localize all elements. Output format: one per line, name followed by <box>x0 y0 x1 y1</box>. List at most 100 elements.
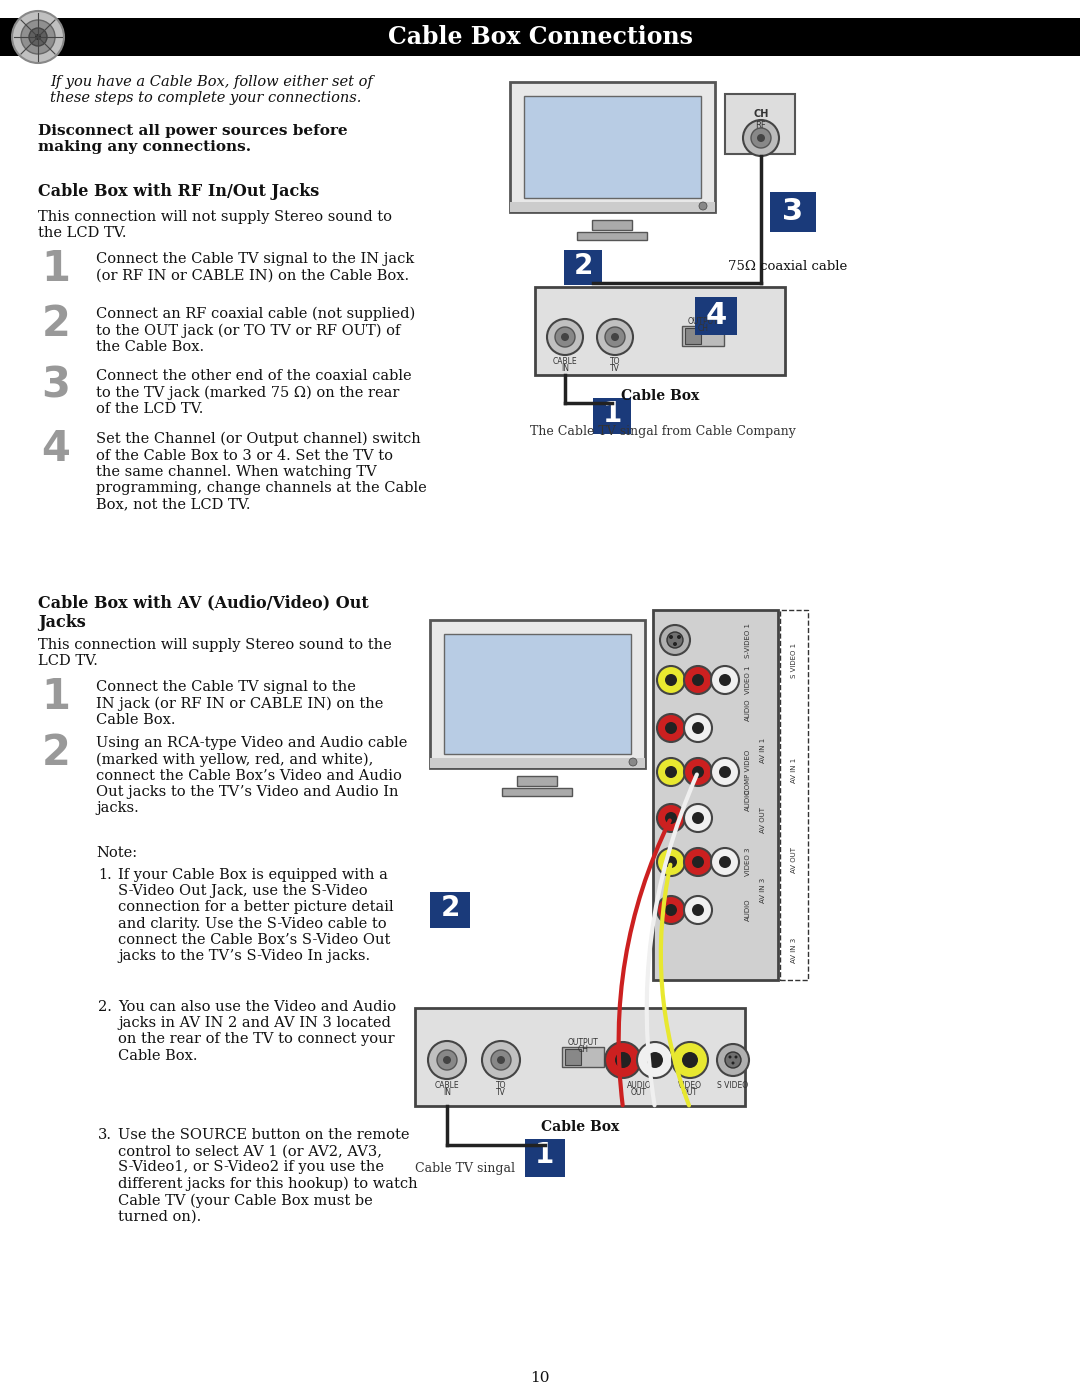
Text: This connection will supply Stereo sound to the
LCD TV.: This connection will supply Stereo sound… <box>38 638 392 668</box>
Text: AUDIO: AUDIO <box>745 789 751 812</box>
Circle shape <box>684 895 712 923</box>
Text: AUDIO: AUDIO <box>745 698 751 721</box>
Text: S VIDEO 1: S VIDEO 1 <box>791 643 797 678</box>
Text: 10: 10 <box>530 1370 550 1384</box>
Circle shape <box>725 1052 741 1067</box>
Text: 2: 2 <box>573 251 593 279</box>
Text: AV IN 3: AV IN 3 <box>791 937 797 963</box>
Text: 4: 4 <box>705 300 727 330</box>
Text: 3.: 3. <box>98 1127 112 1141</box>
Text: Connect the other end of the coaxial cable
to the TV jack (marked 75 Ω) on the r: Connect the other end of the coaxial cab… <box>96 369 411 416</box>
Bar <box>517 775 557 787</box>
Circle shape <box>719 673 731 686</box>
Circle shape <box>699 203 707 210</box>
Text: Set the Channel (or Output channel) switch
of the Cable Box to 3 or 4. Set the T: Set the Channel (or Output channel) swit… <box>96 432 427 511</box>
Circle shape <box>673 643 677 645</box>
Text: Note:: Note: <box>96 847 137 861</box>
FancyBboxPatch shape <box>725 94 795 154</box>
Text: AV OUT: AV OUT <box>791 847 797 873</box>
Circle shape <box>692 812 704 824</box>
Text: CABLE: CABLE <box>553 358 578 366</box>
Circle shape <box>757 134 765 142</box>
Text: OUT: OUT <box>681 1088 698 1097</box>
Circle shape <box>684 805 712 833</box>
Circle shape <box>657 714 685 742</box>
Text: Cable Box: Cable Box <box>541 1120 619 1134</box>
Text: TO: TO <box>496 1081 507 1090</box>
Text: Connect the Cable TV signal to the
IN jack (or RF IN or CABLE IN) on the
Cable B: Connect the Cable TV signal to the IN ja… <box>96 680 383 726</box>
Circle shape <box>734 1056 738 1059</box>
Text: Cable Box: Cable Box <box>621 388 699 402</box>
Circle shape <box>692 673 704 686</box>
Circle shape <box>35 34 41 41</box>
Text: 1.: 1. <box>98 868 111 882</box>
Text: 1: 1 <box>603 400 622 427</box>
Circle shape <box>677 636 681 638</box>
FancyBboxPatch shape <box>525 1139 565 1178</box>
Circle shape <box>731 1062 734 1065</box>
FancyBboxPatch shape <box>565 1049 581 1065</box>
Circle shape <box>711 848 739 876</box>
Circle shape <box>597 319 633 355</box>
Circle shape <box>692 904 704 916</box>
Circle shape <box>684 714 712 742</box>
Text: Connect an RF coaxial cable (not supplied)
to the OUT jack (or TO TV or RF OUT) : Connect an RF coaxial cable (not supplie… <box>96 307 415 355</box>
Text: 2: 2 <box>41 732 70 774</box>
Text: You can also use the Video and Audio
jacks in AV IN 2 and AV IN 3 located
on the: You can also use the Video and Audio jac… <box>118 1000 396 1063</box>
FancyBboxPatch shape <box>653 610 778 981</box>
Text: CABLE: CABLE <box>434 1081 459 1090</box>
Circle shape <box>665 722 677 733</box>
Circle shape <box>546 319 583 355</box>
Circle shape <box>428 1041 465 1078</box>
Bar <box>510 203 715 212</box>
Text: Cable Box with AV (Audio/Video) Out
Jacks: Cable Box with AV (Audio/Video) Out Jack… <box>38 594 368 630</box>
FancyBboxPatch shape <box>510 82 715 212</box>
Text: 1: 1 <box>41 249 70 291</box>
Text: Cable Box Connections: Cable Box Connections <box>388 25 692 49</box>
Text: RF: RF <box>756 122 767 130</box>
Text: Using an RCA-type Video and Audio cable
(marked with yellow, red, and white),
co: Using an RCA-type Video and Audio cable … <box>96 736 407 816</box>
Text: 3: 3 <box>41 365 70 407</box>
Circle shape <box>684 759 712 787</box>
Circle shape <box>729 1056 731 1059</box>
FancyBboxPatch shape <box>564 250 602 285</box>
Circle shape <box>711 666 739 694</box>
Text: VIDEO 1: VIDEO 1 <box>745 666 751 694</box>
Circle shape <box>657 805 685 833</box>
FancyBboxPatch shape <box>681 326 724 346</box>
FancyBboxPatch shape <box>524 96 701 198</box>
Circle shape <box>657 848 685 876</box>
Text: OUTPUT: OUTPUT <box>568 1038 598 1046</box>
Text: Disconnect all power sources before
making any connections.: Disconnect all power sources before maki… <box>38 124 348 154</box>
Circle shape <box>615 1052 631 1067</box>
Text: IN: IN <box>561 365 569 373</box>
Text: Cable TV singal: Cable TV singal <box>415 1162 515 1175</box>
Circle shape <box>437 1051 457 1070</box>
FancyBboxPatch shape <box>770 191 816 232</box>
Text: 2.: 2. <box>98 1000 112 1014</box>
Bar <box>577 232 647 240</box>
Bar <box>0 18 1080 56</box>
FancyBboxPatch shape <box>430 620 645 768</box>
Circle shape <box>743 120 779 156</box>
Text: VIDEO: VIDEO <box>678 1081 702 1090</box>
Text: If you have a Cable Box, follow either set of
these steps to complete your conne: If you have a Cable Box, follow either s… <box>50 75 373 105</box>
Circle shape <box>684 666 712 694</box>
Polygon shape <box>65 18 190 56</box>
Text: 4: 4 <box>41 427 70 469</box>
FancyBboxPatch shape <box>696 298 737 335</box>
Circle shape <box>12 11 64 63</box>
Circle shape <box>665 856 677 868</box>
Circle shape <box>660 624 690 655</box>
Text: 1: 1 <box>41 676 70 718</box>
Circle shape <box>21 20 55 54</box>
Circle shape <box>717 1044 750 1076</box>
Circle shape <box>605 327 625 346</box>
Text: 2: 2 <box>41 303 70 345</box>
Text: This connection will not supply Stereo sound to
the LCD TV.: This connection will not supply Stereo s… <box>38 210 392 240</box>
Text: S VIDEO: S VIDEO <box>717 1081 748 1090</box>
FancyBboxPatch shape <box>562 1046 604 1067</box>
Bar <box>592 219 632 231</box>
Circle shape <box>669 636 673 638</box>
Circle shape <box>629 759 637 766</box>
